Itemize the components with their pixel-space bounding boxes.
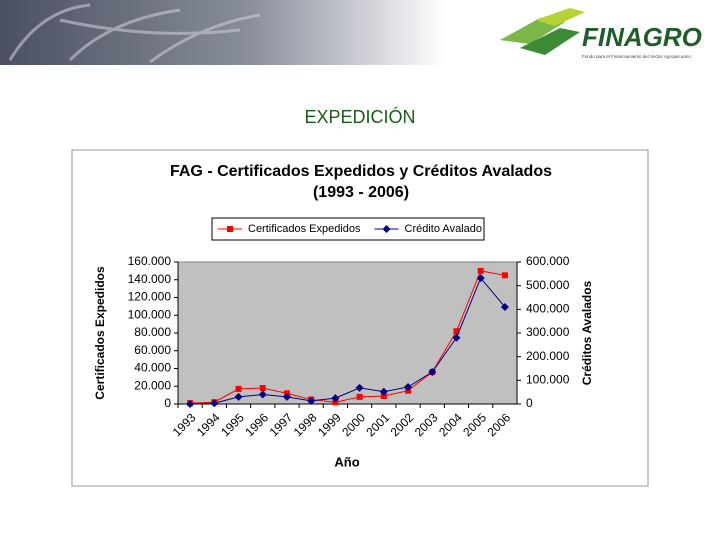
y-tick-label: 40.000 bbox=[134, 361, 171, 375]
marker bbox=[379, 387, 388, 396]
legend-box bbox=[211, 217, 485, 241]
y-tick-label: 120.000 bbox=[128, 290, 172, 304]
marker bbox=[404, 382, 413, 391]
marker bbox=[331, 394, 340, 403]
marker bbox=[332, 399, 339, 406]
y2-tick-label: 500.000 bbox=[526, 278, 570, 292]
series bbox=[186, 274, 509, 408]
logo: FINAGRO Fondo para el Financiamiento del… bbox=[500, 8, 702, 59]
y2-tick-label: 200.000 bbox=[526, 349, 570, 363]
y2-tick-label: 100.000 bbox=[526, 373, 570, 387]
y-axis-title: Certificados Expedidos bbox=[93, 266, 107, 400]
marker bbox=[501, 272, 508, 279]
chart-subtitle: (1993 - 2006) bbox=[313, 184, 409, 201]
y2-tick-label: 0 bbox=[526, 396, 533, 410]
y-tick-label: 160.000 bbox=[128, 254, 172, 268]
plot-area bbox=[177, 261, 518, 405]
y-tick-label: 60.000 bbox=[134, 343, 171, 357]
marker bbox=[382, 225, 391, 233]
series-line bbox=[190, 277, 506, 405]
series-line bbox=[190, 270, 505, 404]
y-tick-label: 140.000 bbox=[128, 272, 172, 286]
header-band bbox=[0, 0, 720, 65]
marker bbox=[500, 302, 509, 311]
marker bbox=[227, 226, 233, 232]
marker bbox=[452, 333, 461, 342]
marker bbox=[210, 399, 219, 408]
marker bbox=[380, 393, 387, 400]
y-tick-label: 80.000 bbox=[134, 325, 171, 339]
marker bbox=[477, 267, 484, 274]
marker bbox=[186, 400, 195, 408]
marker bbox=[235, 385, 242, 392]
marker bbox=[259, 385, 266, 392]
marker bbox=[282, 392, 291, 401]
y2-tick-label: 300.000 bbox=[526, 325, 570, 339]
legend: Certificados Expedidos Crédito Avalado bbox=[211, 217, 485, 241]
marker bbox=[258, 390, 267, 399]
legend-label: Certificados Expedidos bbox=[248, 223, 361, 235]
marker bbox=[356, 393, 363, 400]
legend-label: Crédito Avalado bbox=[405, 223, 482, 235]
marker bbox=[234, 392, 243, 401]
y2-tick-label: 400.000 bbox=[526, 302, 570, 316]
y-tick-label: 100.000 bbox=[128, 307, 172, 321]
logo-subtitle: Fondo para el Financiamiento del Sector … bbox=[582, 54, 691, 59]
y-tick-label: 20.000 bbox=[134, 378, 171, 392]
y2-axis-title: Créditos Avalados bbox=[580, 280, 594, 385]
marker bbox=[476, 274, 485, 283]
header-pattern bbox=[8, 3, 261, 64]
marker bbox=[428, 368, 437, 377]
y-tick-label: 0 bbox=[164, 396, 171, 410]
marker bbox=[355, 383, 364, 392]
y2-tick-label: 600.000 bbox=[526, 254, 570, 268]
logo-text: FINAGRO bbox=[582, 22, 702, 52]
marker bbox=[307, 396, 316, 405]
slide-title: EXPEDICIÓN bbox=[304, 106, 415, 127]
x-axis-title: Año bbox=[334, 454, 359, 469]
chart-title: FAG - Certificados Expedidos y Créditos … bbox=[170, 163, 552, 180]
marker bbox=[453, 328, 460, 335]
